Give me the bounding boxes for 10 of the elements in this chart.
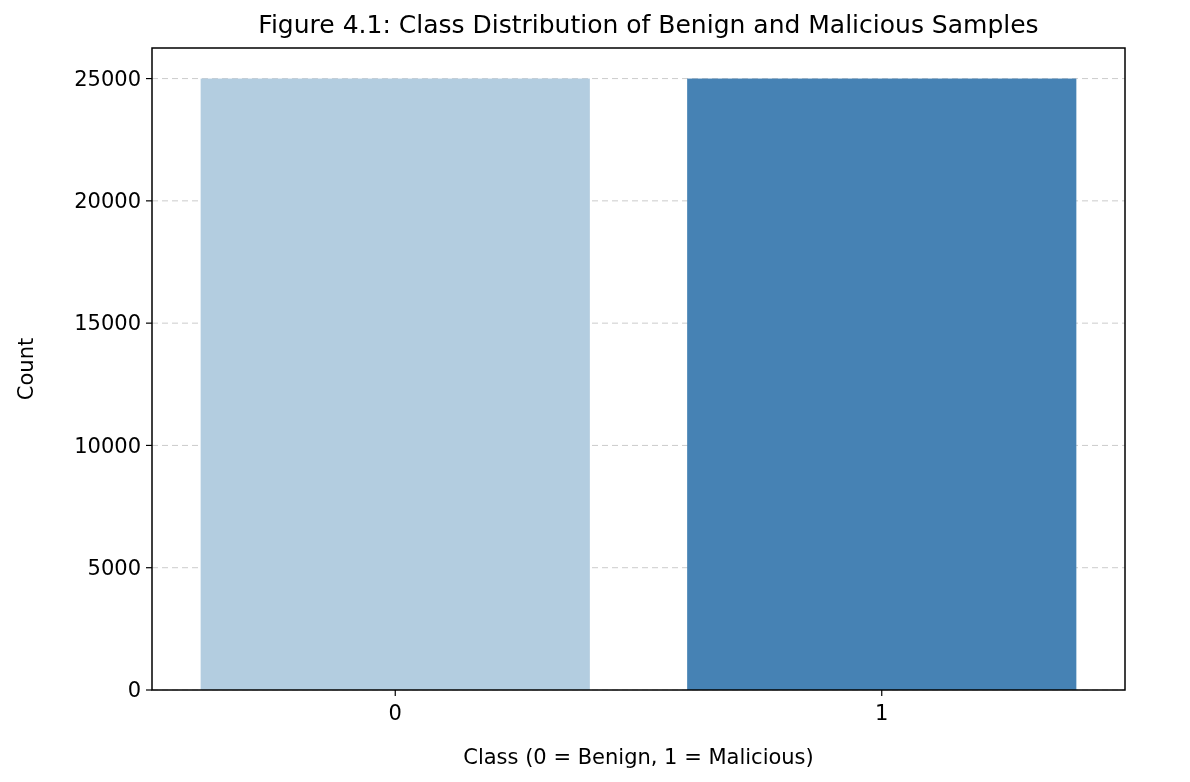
y-tick-label: 0 <box>127 678 141 703</box>
chart-title: Figure 4.1: Class Distribution of Benign and Malicious Samples <box>258 10 1039 39</box>
y-tick-label: 15000 <box>74 311 141 336</box>
x-axis-title: Class (0 = Benign, 1 = Malicious) <box>463 745 814 769</box>
y-axis-title: Count <box>14 337 38 401</box>
y-tick-label: 20000 <box>74 189 141 214</box>
y-tick-label: 25000 <box>74 66 141 91</box>
y-tick-label: 5000 <box>87 556 141 581</box>
y-tick-label: 10000 <box>74 433 141 458</box>
x-tick-label: 1 <box>875 701 889 725</box>
